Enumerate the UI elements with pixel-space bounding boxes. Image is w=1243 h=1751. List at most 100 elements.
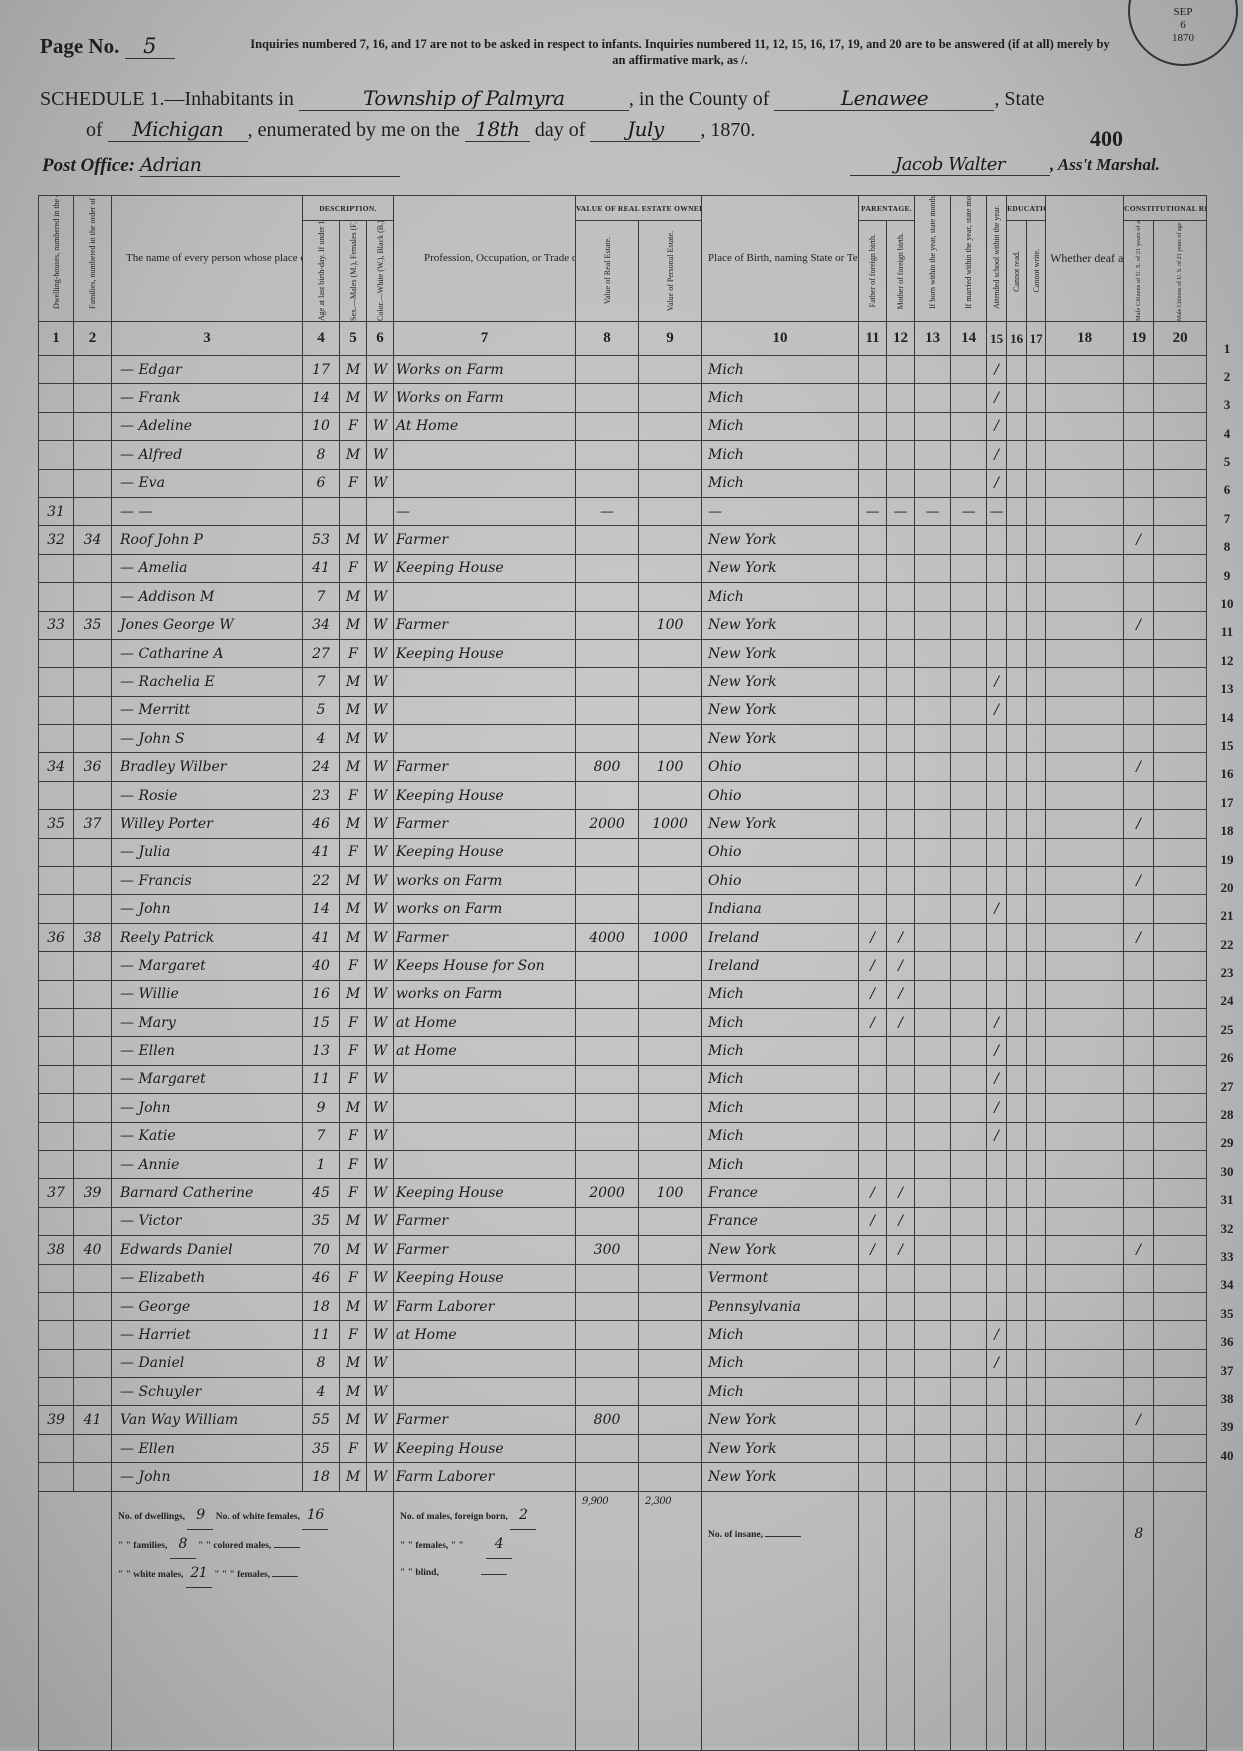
cell-married-in-year <box>950 695 988 726</box>
cell-person-name: Bradley Wilber <box>111 752 303 782</box>
cell-person-name: — Margaret <box>111 1064 303 1095</box>
cell-born-in-year <box>914 695 952 726</box>
cell-mother-foreign-birth <box>886 411 916 442</box>
cell-person-name: — Rosie <box>111 780 303 811</box>
cell-male-citizen <box>1123 411 1155 442</box>
column-number-married-in-year: 14 <box>950 321 988 356</box>
cell-dwelling-number <box>38 1291 74 1322</box>
cell-male-citizen <box>1123 1320 1155 1350</box>
cell-real-estate-value <box>575 1149 640 1180</box>
cell-father-foreign-birth: / <box>858 1235 888 1265</box>
cell-cannot-read <box>1006 922 1028 953</box>
cell-born-in-year <box>914 468 952 498</box>
header-group-row: Dwelling-houses, numbered in the order o… <box>38 195 1208 322</box>
cell-born-in-year <box>914 979 952 1009</box>
row-number: 11 <box>1220 624 1234 640</box>
cell-color: W <box>365 724 395 754</box>
cell-disability <box>1045 610 1125 640</box>
cell-family-number <box>73 1433 112 1464</box>
cell-age: 11 <box>302 1064 340 1095</box>
table-row: 39 41 Van Way William 55 M W Farmer 800 New York… <box>38 1405 1208 1435</box>
cell-real-estate-value: 2000 <box>575 809 640 839</box>
cell-cannot-write <box>1026 383 1047 413</box>
cell-born-in-year <box>914 1178 952 1208</box>
cell-occupation: — <box>393 496 577 527</box>
cell-cannot-read <box>1006 1235 1028 1265</box>
row-number: 27 <box>1220 1078 1234 1094</box>
cell-color: W <box>365 894 395 924</box>
cell-mother-foreign-birth <box>886 1291 916 1322</box>
cell-vote-denied <box>1153 951 1208 981</box>
cell-cannot-read <box>1006 894 1028 924</box>
white-females-label: No. of white females, <box>215 1511 300 1522</box>
cell-mother-foreign-birth <box>886 724 916 754</box>
cell-color: W <box>365 1291 395 1322</box>
cell-vote-denied <box>1153 1348 1208 1379</box>
families-label: " " families, <box>118 1540 168 1551</box>
cell-family-number <box>73 468 112 498</box>
cell-born-in-year <box>914 1320 952 1350</box>
cell-dwelling-number <box>38 1206 74 1237</box>
cell-married-in-year <box>950 1178 988 1208</box>
cell-disability <box>1045 866 1125 896</box>
cell-born-in-year <box>914 1121 952 1151</box>
cell-male-citizen <box>1123 1433 1155 1464</box>
cell-dwelling-number <box>38 468 74 498</box>
state-value: Michigan <box>107 117 248 142</box>
cell-personal-estate-value <box>638 496 703 527</box>
cell-father-foreign-birth <box>858 553 888 584</box>
cell-male-citizen <box>1123 1007 1155 1038</box>
cell-vote-denied <box>1153 837 1208 868</box>
cell-color: W <box>365 468 395 498</box>
cell-occupation: Farmer <box>393 1235 577 1265</box>
cell-disability <box>1045 440 1125 470</box>
cell-father-foreign-birth <box>858 866 888 896</box>
cell-personal-estate-value <box>638 1405 703 1435</box>
cell-attended-school <box>986 1291 1008 1322</box>
cell-cannot-read <box>1006 837 1028 868</box>
cell-disability <box>1045 894 1125 924</box>
blind-label: " " blind, <box>400 1567 439 1578</box>
cell-male-citizen <box>1123 354 1155 385</box>
inquiries-notice: Inquiries numbered 7, 16, and 17 are not… <box>250 37 1110 67</box>
cell-occupation: Farmer <box>393 752 577 782</box>
post-office-value: Adrian <box>139 154 400 177</box>
summary-insane-cell: No. of insane, <box>701 1490 860 1751</box>
cell-birthplace: New York <box>701 1235 860 1265</box>
cell-real-estate-value <box>575 468 640 498</box>
cell-cannot-write <box>1026 638 1047 669</box>
cell-family-number: 41 <box>73 1405 112 1435</box>
cell-mother-foreign-birth <box>886 354 916 385</box>
table-row: — Elizabeth 46 F W Keeping House Vermont <box>38 1263 1208 1293</box>
cell-vote-denied <box>1153 894 1208 924</box>
col-header-personal-estate: Value of Personal Estate. <box>638 220 703 322</box>
cell-born-in-year <box>914 553 952 584</box>
marshal-signature: Jacob Walter <box>850 154 1050 176</box>
cell-person-name: — Margaret <box>111 951 303 981</box>
cell-mother-foreign-birth: / <box>886 979 916 1009</box>
cell-attended-school <box>986 1377 1008 1407</box>
cell-family-number <box>73 354 112 385</box>
cell-sex: F <box>339 1036 367 1066</box>
col-header-sex: Sex.—Males (M.), Females (F.) <box>339 220 367 322</box>
cell-cannot-read <box>1006 1291 1028 1322</box>
cell-dwelling-number <box>38 1320 74 1350</box>
insane-value <box>765 1535 802 1537</box>
cell-personal-estate-value <box>638 1121 703 1151</box>
cell-family-number <box>73 1462 112 1492</box>
cell-sex: M <box>339 1462 367 1492</box>
cell-mother-foreign-birth <box>886 1377 916 1407</box>
cell-disability <box>1045 695 1125 726</box>
cell-mother-foreign-birth <box>886 837 916 868</box>
cell-married-in-year <box>950 553 988 584</box>
cell-attended-school: / <box>986 411 1008 442</box>
table-row: 31— — — — — — — — — — <box>38 496 1208 527</box>
cell-male-citizen <box>1123 582 1155 612</box>
cell-cannot-read <box>1006 440 1028 470</box>
cell-family-number <box>73 638 112 669</box>
cell-born-in-year <box>914 1348 952 1379</box>
summary-male-citizens-cell: 8 <box>1123 1490 1155 1751</box>
cell-attended-school: / <box>986 440 1008 470</box>
cell-disability <box>1045 553 1125 584</box>
column-number-cannot-read: 16 <box>1006 321 1028 356</box>
